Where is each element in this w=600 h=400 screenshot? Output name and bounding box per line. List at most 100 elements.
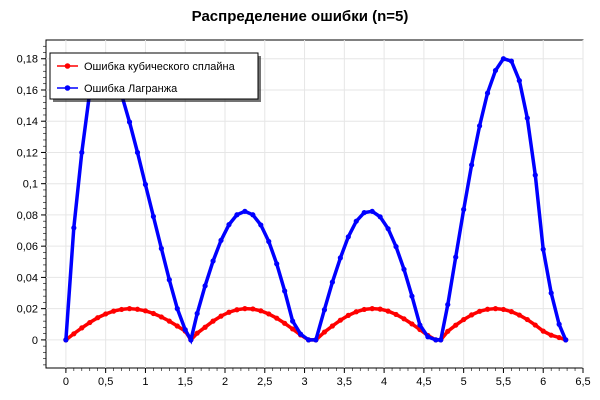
data-point: [401, 316, 407, 322]
data-point: [453, 322, 459, 328]
data-point: [417, 322, 423, 328]
x-tick-label: 1: [142, 376, 148, 388]
data-point: [556, 334, 562, 341]
data-point: [182, 327, 188, 333]
data-point: [250, 212, 256, 218]
data-point: [377, 214, 383, 220]
data-point: [393, 311, 399, 318]
data-point: [524, 115, 530, 121]
data-point: [445, 328, 451, 334]
data-point: [290, 318, 296, 324]
data-point: [266, 311, 272, 317]
data-point: [469, 312, 475, 318]
data-point: [258, 308, 264, 314]
data-point: [401, 266, 407, 272]
data-point: [508, 58, 514, 64]
data-point: [484, 90, 491, 96]
y-tick-label: 0,1: [23, 179, 38, 191]
data-point: [305, 337, 312, 343]
data-point: [210, 258, 216, 264]
data-point: [150, 213, 156, 220]
data-point: [194, 310, 200, 317]
data-point: [218, 313, 224, 319]
data-point: [103, 311, 109, 317]
data-point: [556, 321, 562, 327]
data-point: [532, 172, 538, 178]
data-point: [321, 329, 328, 335]
data-point: [250, 306, 256, 312]
data-point: [516, 312, 522, 318]
y-tick-label: 0,18: [17, 54, 38, 66]
data-point: [409, 321, 415, 327]
legend-swatch-marker: [64, 63, 71, 69]
data-point: [210, 318, 216, 324]
y-tick-label: 0,14: [17, 116, 38, 128]
y-tick-label: 0,16: [17, 85, 38, 97]
data-point: [71, 225, 77, 231]
data-point: [142, 308, 149, 314]
data-point: [282, 320, 288, 326]
data-point: [548, 332, 554, 338]
data-point: [524, 316, 530, 323]
data-point: [226, 222, 232, 228]
data-point: [126, 306, 133, 312]
data-point: [258, 222, 264, 228]
data-point: [202, 283, 208, 289]
chart-title: Распределение ошибки (n=5): [191, 8, 409, 25]
data-point: [313, 337, 319, 343]
data-point: [158, 245, 164, 252]
data-point: [353, 309, 359, 315]
y-tick-label: 0: [32, 335, 38, 347]
data-point: [516, 78, 522, 84]
data-point: [540, 246, 546, 252]
y-tick-label: 0,08: [17, 210, 38, 222]
series-lagrange-error: [63, 53, 569, 345]
data-point: [194, 330, 200, 336]
x-tick-label: 0: [63, 376, 69, 388]
data-point: [540, 328, 546, 334]
y-tick-label: 0,06: [17, 241, 38, 253]
data-point: [111, 308, 117, 314]
x-tick-label: 3,5: [337, 376, 352, 388]
x-tick-label: 2: [222, 376, 228, 388]
legend: Ошибка кубического сплайна Ошибка Лагранж…: [49, 52, 261, 102]
x-tick-label: 4: [381, 376, 387, 388]
data-point: [385, 308, 391, 314]
y-tick-label: 0,12: [17, 147, 38, 159]
data-point: [453, 254, 459, 260]
x-tick-label: 0,5: [98, 376, 113, 388]
data-point: [369, 306, 375, 312]
x-tick-label: 4,5: [416, 376, 431, 388]
legend-box: [49, 52, 259, 100]
data-point: [290, 326, 296, 332]
x-tick-label: 5: [461, 376, 467, 388]
data-point: [226, 309, 232, 315]
data-point: [274, 261, 280, 267]
data-point: [329, 279, 335, 285]
axes: 0 0,5 1 1,5 2 2,5 3 3,5 4 4,5 5 5,5 6 6,5 0 0,02 0,04 0,0…: [17, 45, 591, 388]
data-point: [234, 212, 240, 218]
data-point: [353, 218, 359, 224]
data-point: [345, 234, 351, 240]
data-point: [297, 331, 304, 337]
data-point: [71, 331, 77, 337]
data-point: [393, 244, 399, 250]
data-point: [461, 206, 467, 213]
data-point: [321, 307, 328, 313]
x-tick-label: 2,5: [257, 376, 272, 388]
data-point: [118, 306, 125, 313]
data-point: [377, 306, 383, 312]
data-point: [188, 337, 194, 343]
data-point: [500, 56, 507, 62]
data-point: [337, 317, 343, 323]
data-point: [87, 319, 93, 326]
data-point: [134, 306, 141, 312]
legend-label: Ошибка Лагранжа: [84, 83, 178, 95]
data-point: [445, 301, 451, 308]
data-point: [63, 337, 69, 343]
data-point: [126, 119, 133, 125]
data-point: [476, 308, 483, 314]
data-point: [500, 306, 507, 313]
data-point: [461, 316, 467, 323]
